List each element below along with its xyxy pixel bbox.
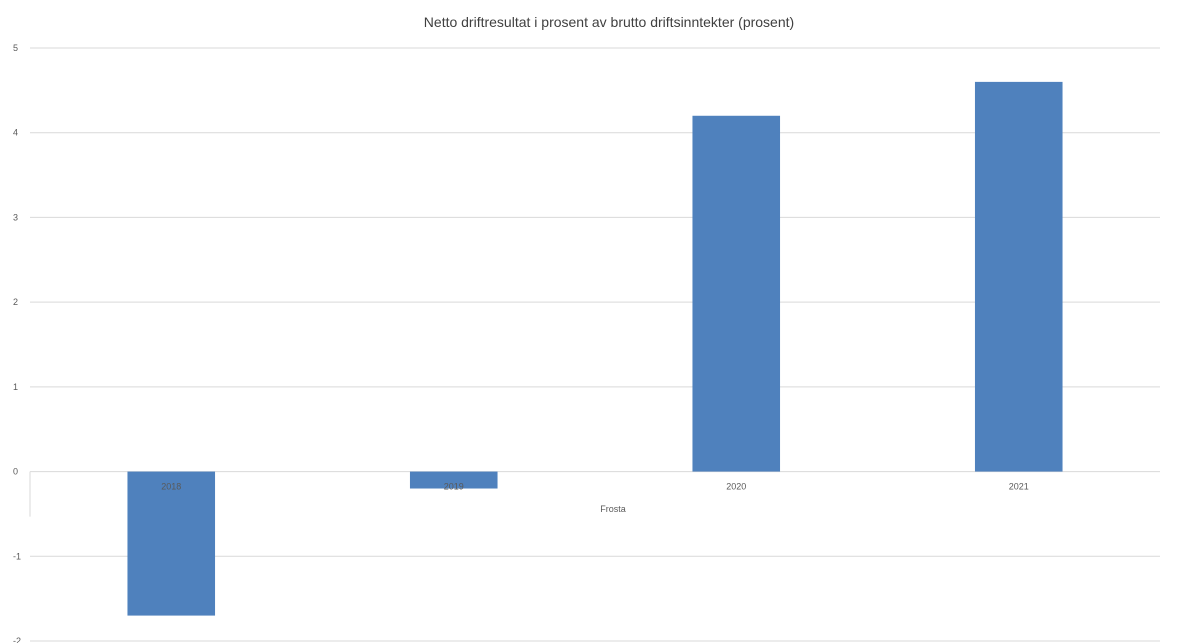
bar-2018 <box>127 471 216 616</box>
y-tick-label: 4 <box>13 128 18 138</box>
y-tick-label: 1 <box>13 382 18 392</box>
x-tick-label: 2018 <box>161 482 181 492</box>
x-axis-tick-labels: 2018 2019 2020 2021 <box>161 482 1029 492</box>
bar-2020 <box>692 115 781 472</box>
x-axis-title: Frosta <box>600 504 626 514</box>
x-tick-label: 2019 <box>444 482 464 492</box>
y-tick-label: -1 <box>13 551 21 561</box>
x-tick-label: 2021 <box>1009 482 1029 492</box>
y-tick-label: 5 <box>13 43 18 53</box>
bar-2019 <box>409 471 498 489</box>
y-tick-label: 0 <box>13 467 18 477</box>
chart-title: Netto driftresultat i prosent av brutto … <box>424 14 794 30</box>
x-tick-label: 2020 <box>726 482 746 492</box>
y-axis-tick-labels: 5 4 3 2 1 0 -1 -2 <box>13 43 21 643</box>
y-tick-label: 2 <box>13 297 18 307</box>
gridlines <box>29 47 1160 642</box>
bars <box>127 81 1063 616</box>
bar-2021 <box>974 81 1063 472</box>
y-tick-label: -2 <box>13 636 21 643</box>
y-tick-label: 3 <box>13 212 18 222</box>
